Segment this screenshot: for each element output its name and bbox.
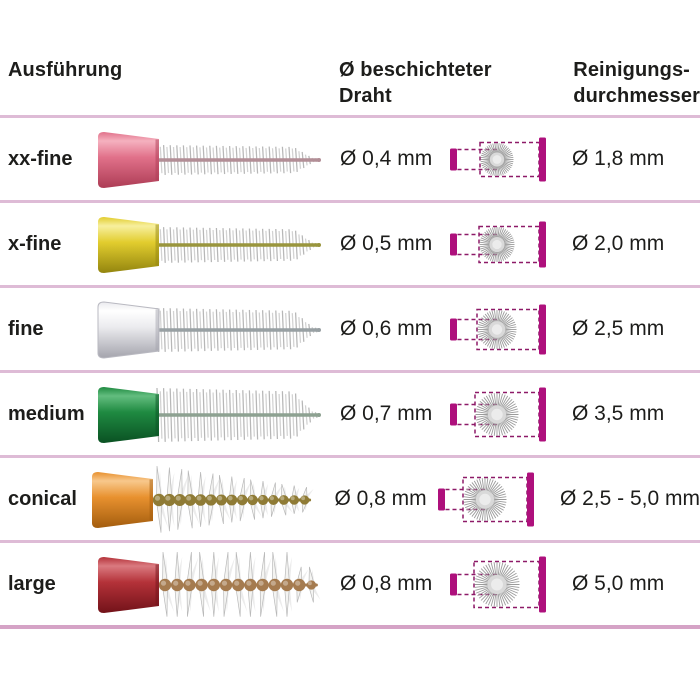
- divider: [0, 455, 700, 458]
- wire-diameter-value: Ø 0,8 mm: [334, 487, 427, 510]
- cleaning-diameter-diagram: [442, 202, 557, 287]
- wire-diameter-value: Ø 0,6 mm: [340, 317, 433, 340]
- brush-illustration: [95, 372, 330, 457]
- table-row: medium Ø 0,7 mm Ø 3,5 mm: [0, 373, 700, 455]
- cleaning-diameter-value: Ø 5,0 mm: [572, 572, 665, 595]
- header-ausfuehrung: Ausführung: [8, 59, 123, 81]
- divider: [0, 285, 700, 288]
- table-row: fine Ø 0,6 mm Ø 2,5 mm: [0, 288, 700, 370]
- cleaning-diameter-value: Ø 2,5 - 5,0 mm: [559, 487, 700, 510]
- wire-diameter-value: Ø 0,8 mm: [340, 572, 433, 595]
- cleaning-diameter-value: Ø 2,5 mm: [572, 317, 665, 340]
- cleaning-diameter-value: Ø 1,8 mm: [572, 147, 665, 170]
- size-label: fine: [8, 317, 44, 340]
- header-wire-line1: Ø beschichteter: [338, 59, 492, 81]
- brush-illustration: [95, 202, 330, 287]
- header-cleaning-line1: Reinigungs-: [573, 59, 690, 81]
- size-label: conical: [8, 487, 77, 510]
- cleaning-diameter-value: Ø 3,5 mm: [572, 402, 665, 425]
- cleaning-diameter-diagram: [442, 287, 557, 372]
- divider: [0, 200, 700, 203]
- size-label: large: [8, 572, 56, 595]
- cleaning-diameter-value: Ø 2,0 mm: [572, 232, 665, 255]
- divider: [0, 115, 700, 118]
- divider: [0, 540, 700, 543]
- header-cleaning-line2: durchmesser: [573, 85, 700, 107]
- cleaning-diameter-diagram: [442, 372, 557, 457]
- brush-illustration: [95, 287, 330, 372]
- wire-diameter-value: Ø 0,7 mm: [340, 402, 433, 425]
- table-row: xx-fine Ø 0,4 mm Ø 1,8 mm: [0, 118, 700, 200]
- cleaning-diameter-diagram: [442, 117, 557, 202]
- table-row: large Ø 0,8 mm Ø 5,0 mm: [0, 543, 700, 625]
- brush-illustration: [95, 117, 330, 202]
- header-cleaning-diameter: Reinigungs- durchmesser: [563, 57, 700, 109]
- wire-diameter-value: Ø 0,4 mm: [340, 147, 433, 170]
- table-row: conical Ø 0,8 mm Ø 2,5 - 5,0 mm: [0, 458, 700, 540]
- cleaning-diameter-diagram: [442, 542, 557, 627]
- size-label: x-fine: [8, 232, 62, 255]
- wire-diameter-value: Ø 0,5 mm: [340, 232, 433, 255]
- divider: [0, 370, 700, 373]
- size-label: xx-fine: [8, 147, 73, 170]
- table-row: x-fine Ø 0,5 mm Ø 2,0 mm: [0, 203, 700, 285]
- header-wire-diameter: Ø beschichteter Draht: [334, 57, 563, 109]
- brush-illustration: [95, 542, 330, 627]
- divider: [0, 625, 700, 629]
- brush-illustration: [89, 457, 324, 542]
- cleaning-diameter-diagram: [430, 457, 545, 542]
- header-wire-line2: Draht: [338, 85, 392, 107]
- table-header: Ausführung Ø beschichteter Draht Reinigu…: [0, 0, 700, 109]
- size-label: medium: [8, 402, 85, 425]
